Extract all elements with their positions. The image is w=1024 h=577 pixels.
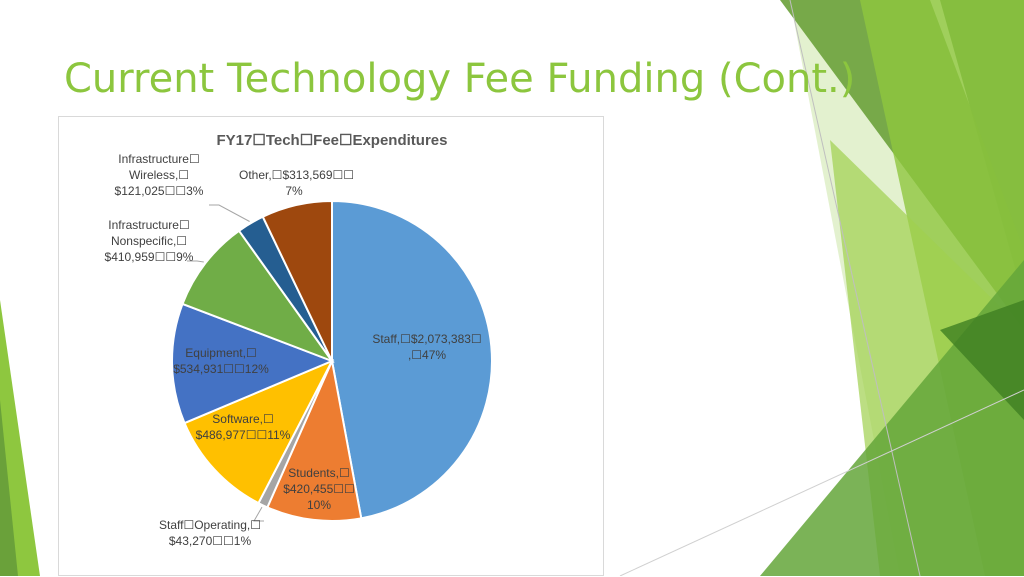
data-label-equipment: Equipment,☐ $534,931☐☐12% xyxy=(173,346,269,376)
data-label-infrastructure-nonspecific: Infrastructure☐ Nonspecific,☐ $410,959☐☐… xyxy=(104,218,194,264)
pie-slice-other xyxy=(261,199,333,362)
slide-title: Current Technology Fee Funding (Cont.) xyxy=(64,56,856,102)
data-label-software: Software,☐ $486,977☐☐11% xyxy=(195,412,291,442)
data-label-staff-operating: Staff☐Operating,☐ $43,270☐☐1% xyxy=(158,518,261,548)
leader-line-infrastructure-wireless xyxy=(209,204,250,222)
chart-area: FY17☐Tech☐Fee☐Expenditures Staff,☐$2,073… xyxy=(58,116,604,576)
pie-chart xyxy=(171,199,493,522)
data-label-infrastructure-wireless: Infrastructure☐ Wireless,☐ $121,025☐☐3% xyxy=(114,152,204,198)
pie-slice-software xyxy=(183,359,335,505)
leader-line-staff-operating xyxy=(253,506,264,522)
pie-slice-staff xyxy=(331,199,493,520)
data-label-staff: Staff,☐$2,073,383☐ ,☐47% xyxy=(372,332,482,362)
pie-slice-students xyxy=(266,357,363,522)
data-label-students: Students,☐ $420,455☐☐ 10% xyxy=(283,466,355,512)
pie-slice-equipment xyxy=(171,302,335,425)
pie-slice-infrastructure-nonspecific xyxy=(181,229,335,364)
leader-line-infrastructure-nonspecific xyxy=(187,260,204,263)
chart-title: FY17☐Tech☐Fee☐Expenditures xyxy=(216,132,448,149)
data-label-other: Other,☐$313,569☐☐ 7% xyxy=(239,168,355,198)
